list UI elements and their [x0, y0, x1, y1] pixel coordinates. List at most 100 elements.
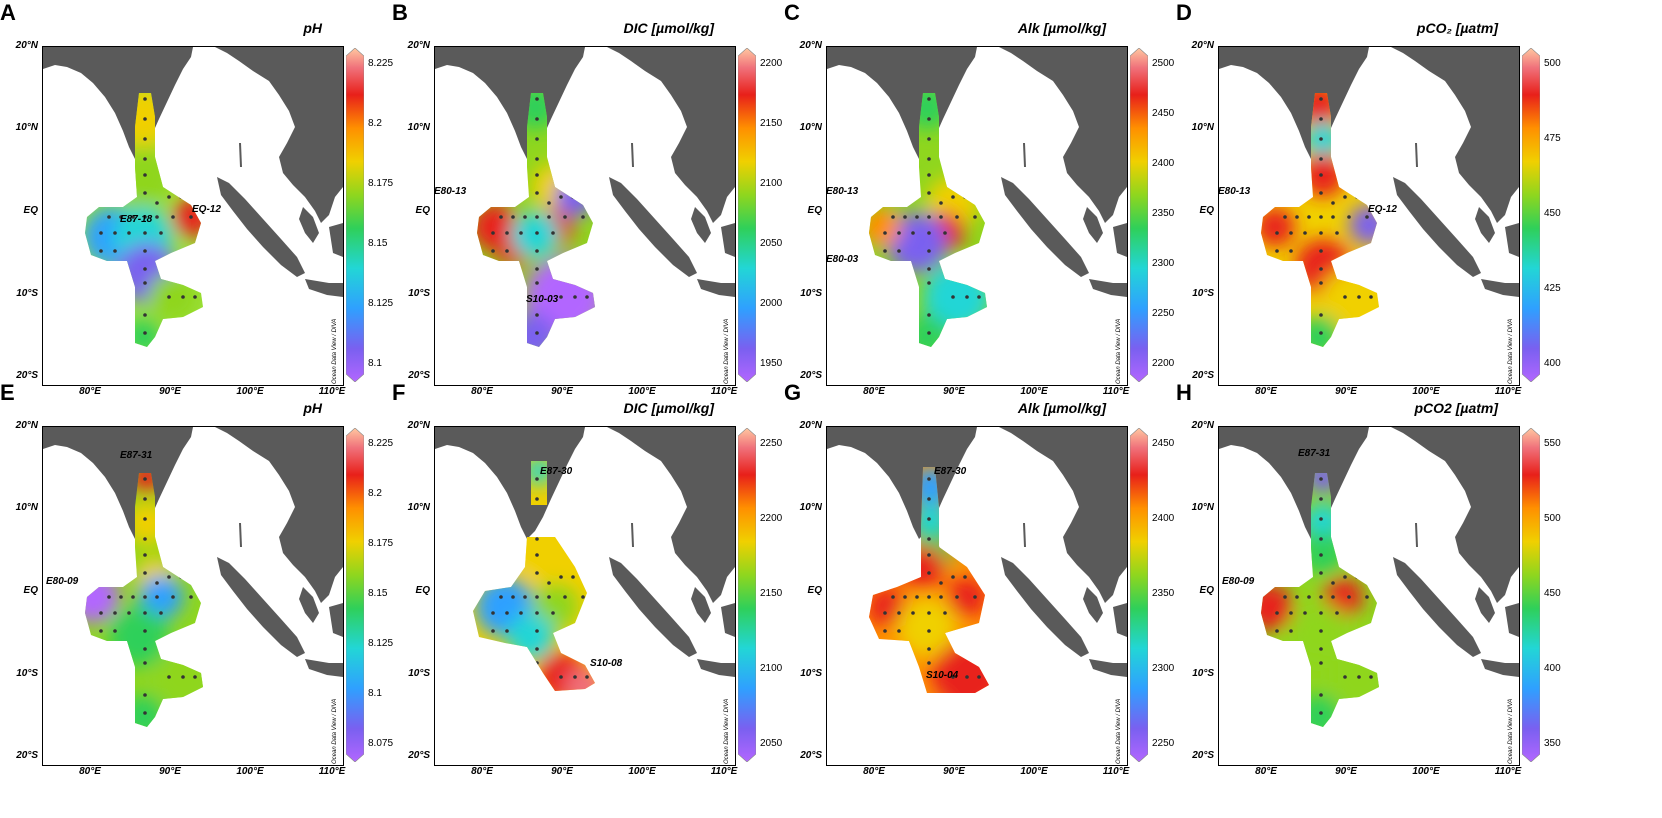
land-mass — [697, 659, 735, 677]
station-dot — [559, 195, 563, 199]
station-dot — [99, 629, 103, 633]
map-area — [42, 426, 344, 766]
station-dot — [505, 629, 509, 633]
y-axis-label: 10°S — [1192, 288, 1214, 299]
station-dot — [911, 231, 915, 235]
station-dot — [535, 693, 539, 697]
colorbar-tick: 8.225 — [368, 58, 394, 69]
land-mass — [721, 603, 735, 637]
panel-title: pH — [303, 400, 322, 416]
station-label: E87-18 — [120, 214, 153, 225]
colorbar-tick: 500 — [1544, 58, 1561, 69]
colorbar-tick: 2400 — [1152, 513, 1175, 524]
land-mass — [827, 47, 977, 159]
station-label: S10-08 — [590, 658, 623, 669]
colorbar-tick: 550 — [1544, 438, 1561, 449]
land-mass — [691, 207, 711, 243]
colorbar-tick: 8.15 — [368, 238, 388, 249]
panel-title: Alk [µmol/kg] — [1017, 20, 1106, 36]
station-dot — [1283, 215, 1287, 219]
station-dot — [927, 231, 931, 235]
x-axis-label: 80°E — [471, 766, 493, 777]
land-mass — [999, 47, 1127, 223]
y-axis-label: 10°N — [407, 502, 430, 513]
station-dot — [955, 595, 959, 599]
panel-title: Alk [µmol/kg] — [1017, 400, 1106, 416]
station-dot — [107, 595, 111, 599]
station-dot — [973, 215, 977, 219]
y-axis-label: 20°S — [800, 370, 822, 381]
y-axis-label: 20°S — [1192, 370, 1214, 381]
map-panel-f: F DIC [µmol/kg] E87-30 S10-08 20°N 10°N EQ 10°S… — [392, 380, 790, 777]
y-axis-label: 10°S — [16, 668, 38, 679]
colorbar-tick: 400 — [1544, 358, 1561, 369]
land-mass — [1475, 587, 1495, 623]
colorbar — [1130, 428, 1148, 762]
x-axis-label: 80°E — [863, 766, 885, 777]
station-dot — [535, 331, 539, 335]
panel-letter: E — [0, 380, 15, 405]
land-mass — [1393, 557, 1481, 657]
station-dot — [1307, 595, 1311, 599]
station-dot — [927, 313, 931, 317]
colorbar-tick: 425 — [1544, 283, 1561, 294]
station-dot — [965, 675, 969, 679]
station-dot — [535, 173, 539, 177]
colorbar-tick: 8.2 — [368, 488, 382, 499]
land-mass — [299, 587, 319, 623]
colorbar-tick: 2300 — [1152, 258, 1175, 269]
colorbar-tick: 400 — [1544, 663, 1561, 674]
land-mass — [1023, 143, 1026, 167]
watermark: Ocean Data View / DIVA — [1508, 304, 1518, 384]
station-dot — [99, 611, 103, 615]
colorbar-tick: 450 — [1544, 588, 1561, 599]
land-mass — [1113, 223, 1127, 257]
station-dot — [977, 675, 981, 679]
station-dot — [1355, 195, 1359, 199]
colorbar-tick: 2150 — [760, 588, 783, 599]
land-mass — [827, 427, 977, 539]
station-dot — [143, 629, 147, 633]
map-area — [434, 46, 736, 386]
station-dot — [965, 295, 969, 299]
station-dot — [499, 215, 503, 219]
station-dot — [143, 477, 147, 481]
land-mass — [691, 587, 711, 623]
colorbar-tick: 450 — [1544, 208, 1561, 219]
station-dot — [1275, 629, 1279, 633]
land-mass — [217, 557, 305, 657]
station-dot — [155, 201, 159, 205]
map-area — [434, 426, 736, 766]
station-dot — [897, 611, 901, 615]
colorbar-tick: 2300 — [1152, 663, 1175, 674]
station-label: E80-03 — [826, 254, 859, 265]
station-dot — [1343, 195, 1347, 199]
y-axis-label: EQ — [23, 585, 38, 596]
station-dot — [547, 201, 551, 205]
y-axis-label: 20°N — [799, 420, 822, 431]
station-dot — [927, 331, 931, 335]
station-dot — [181, 675, 185, 679]
station-dot — [535, 267, 539, 271]
station-dot — [143, 117, 147, 121]
y-axis-label: 20°S — [16, 750, 38, 761]
station-dot — [535, 629, 539, 633]
y-axis-label: 20°S — [1192, 750, 1214, 761]
watermark-text: Ocean Data View / DIVA — [332, 698, 338, 764]
station-dot — [491, 611, 495, 615]
station-dot — [511, 215, 515, 219]
station-dot — [927, 97, 931, 101]
station-dot — [1365, 215, 1369, 219]
colorbar-tick: 8.1 — [368, 358, 382, 369]
colorbar-tick: 8.225 — [368, 438, 394, 449]
y-axis-label: 10°N — [15, 502, 38, 513]
colorbar-tick: 8.175 — [368, 538, 394, 549]
station-dot — [535, 647, 539, 651]
station-dot — [547, 215, 551, 219]
station-label: E80-13 — [1218, 186, 1251, 197]
colorbar-tick: 2250 — [1152, 738, 1175, 749]
land-mass — [43, 47, 193, 159]
station-dot — [559, 295, 563, 299]
